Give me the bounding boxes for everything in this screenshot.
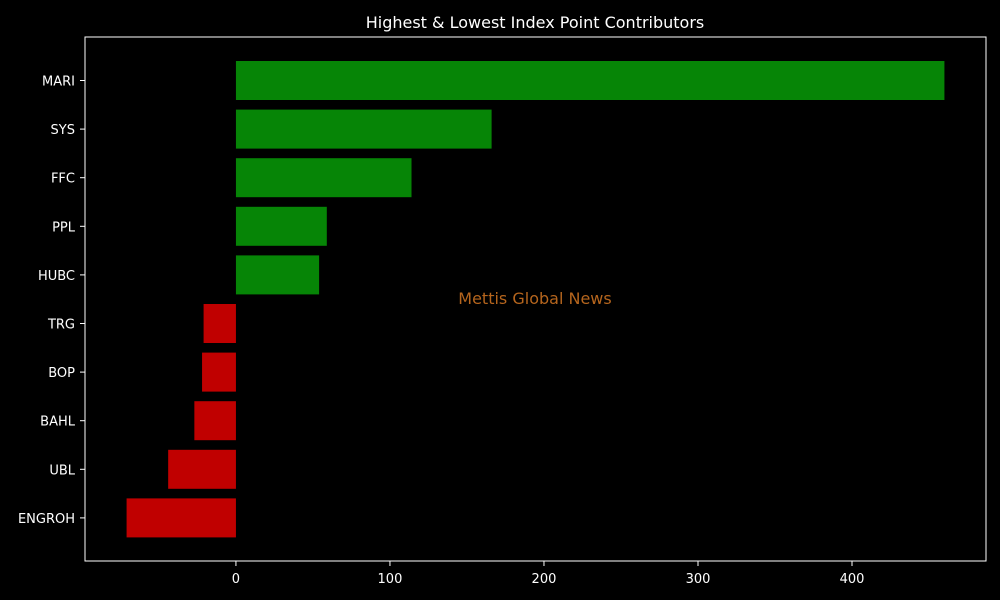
bar-hubc — [235, 255, 320, 295]
bar-trg — [203, 304, 236, 343]
plot-frame — [84, 36, 987, 562]
y-tick-labels: MARI SYS FFC PPL HUBC TRG BOP BAHL UBL ENGROH — [18, 75, 85, 527]
bar-engroh — [126, 498, 236, 538]
x-tick-label-300: 300 — [686, 572, 711, 587]
bar-ffc — [235, 158, 412, 198]
watermark-text: Mettis Global News — [458, 289, 611, 308]
y-tick-label-engroh: ENGROH — [18, 512, 75, 527]
y-tick-label-trg: TRG — [47, 318, 75, 333]
x-tick-labels: 0 100 200 300 400 — [232, 561, 865, 587]
x-tick-label-100: 100 — [378, 572, 403, 587]
bar-mari — [235, 61, 945, 100]
y-tick-label-hubc: HUBC — [38, 269, 75, 284]
y-tick-label-bop: BOP — [48, 366, 75, 381]
x-tick-label-0: 0 — [232, 572, 240, 587]
y-tick-label-ppl: PPL — [52, 220, 76, 235]
bar-bahl — [194, 401, 236, 441]
y-tick-label-sys: SYS — [51, 123, 75, 138]
y-tick-label-ubl: UBL — [49, 463, 75, 478]
bar-ubl — [168, 449, 236, 489]
bars-layer — [126, 61, 945, 538]
bar-bop — [202, 352, 236, 392]
bar-sys — [235, 109, 492, 149]
bar-ppl — [235, 206, 327, 246]
x-tick-label-200: 200 — [532, 572, 557, 587]
y-tick-label-ffc: FFC — [51, 172, 75, 187]
y-tick-label-mari: MARI — [42, 75, 75, 90]
y-tick-label-bahl: BAHL — [40, 415, 76, 430]
chart-title: Highest & Lowest Index Point Contributor… — [366, 13, 705, 32]
x-tick-label-400: 400 — [840, 572, 865, 587]
